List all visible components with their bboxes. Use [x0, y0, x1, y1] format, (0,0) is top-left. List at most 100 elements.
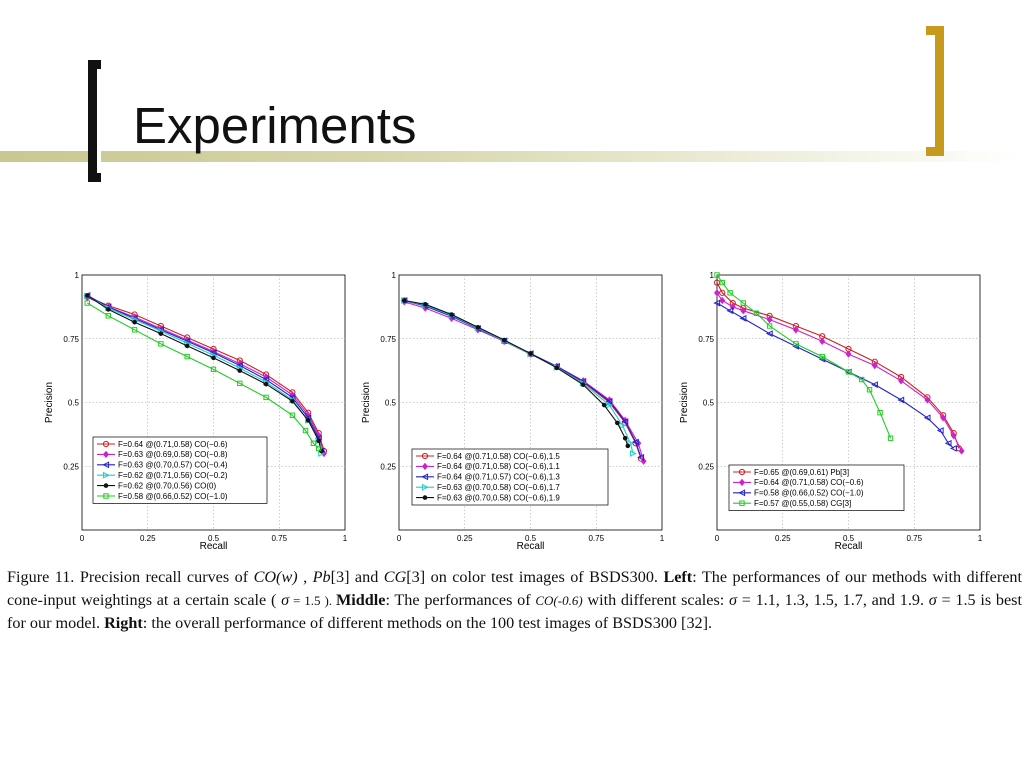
caption-co-w: CO(w): [253, 568, 298, 586]
data-point: [401, 298, 407, 303]
caption-t8: = 1.1, 1.3, 1.5, 1.7, and 1.9.: [736, 591, 929, 609]
x-tick-label: 0: [715, 534, 720, 543]
legend-swatch-marker: [738, 489, 746, 497]
data-point: [601, 402, 607, 408]
data-point: [211, 355, 216, 361]
x-tick-label: 0.5: [843, 534, 855, 543]
series-line: [716, 274, 892, 439]
caption-t2: [3] and: [330, 568, 384, 586]
legend-entry: F=0.58 @(0.66,0.52) CO(−1.0): [754, 489, 864, 498]
legend-swatch-marker: [422, 462, 428, 471]
caption-sigma-3: σ: [928, 591, 937, 609]
x-tick-label: 0.25: [775, 534, 791, 543]
data-point: [449, 312, 454, 317]
data-point: [106, 307, 111, 312]
caption-middle-label: Middle: [336, 591, 386, 609]
data-point: [580, 382, 586, 387]
x-tick-label: 0.75: [588, 534, 604, 543]
data-point: [793, 341, 799, 347]
data-point: [305, 418, 311, 423]
data-point: [877, 410, 883, 416]
chart-panel-2: 0 0.25 0.5 0.75 1 1 0.75 0.5 0.25 Recall Precision…: [361, 271, 665, 552]
data-point: [237, 380, 243, 387]
title-underline-bar: [0, 151, 1024, 162]
data-point: [627, 439, 635, 447]
data-point: [237, 368, 243, 373]
data-point: [501, 337, 507, 343]
legend-swatch-marker: [103, 450, 109, 459]
legend-swatch-marker: [103, 483, 109, 488]
caption-left-label: Left: [663, 568, 693, 586]
x-tick-label: 0.5: [208, 534, 220, 543]
data-point: [263, 381, 269, 387]
data-point: [766, 323, 773, 329]
figure-caption: Figure 11. Precision recall curves of CO…: [7, 566, 1022, 635]
data-point: [554, 365, 560, 371]
caption-t1: ,: [297, 568, 313, 586]
caption-cg: CG: [383, 568, 407, 586]
data-point: [936, 427, 944, 434]
legend-entry: F=0.64 @(0.71,0.57) CO(−0.6),1.3: [437, 473, 560, 482]
data-point: [605, 397, 613, 405]
x-axis-label: Recall: [517, 541, 545, 552]
data-point: [423, 302, 428, 307]
legend-swatch-marker: [739, 500, 745, 506]
legend-entry: F=0.65 @(0.69,0.61) Pb[3]: [754, 468, 849, 477]
data-point: [871, 381, 878, 389]
y-tick-label: 0.25: [63, 462, 79, 471]
x-axis-label: Recall: [835, 541, 863, 552]
series-line: [404, 299, 629, 447]
series-2: [714, 289, 965, 455]
legend-box: [411, 448, 609, 506]
x-tick-label: 0.5: [525, 534, 537, 543]
y-tick-label: 0.5: [68, 399, 80, 408]
data-point: [621, 418, 629, 426]
data-point: [866, 387, 873, 393]
data-point: [131, 327, 138, 333]
caption-right-label: Right: [104, 614, 143, 632]
legend-entry: F=0.63 @(0.70,0.58) CO(−0.6),1.9: [437, 493, 560, 502]
legend-swatch-marker: [738, 468, 746, 476]
series-5: [401, 298, 631, 449]
data-point: [740, 300, 746, 306]
data-point: [727, 290, 733, 296]
data-point: [132, 319, 137, 325]
data-point: [958, 447, 965, 455]
data-point: [944, 439, 952, 447]
x-tick-label: 0.25: [457, 534, 473, 543]
data-point: [714, 289, 720, 297]
legend-entry: F=0.57 @(0.55,0.58) CG[3]: [754, 499, 851, 508]
figure-charts: 0 0.25 0.5 0.75 1 1 0.75 0.5 0.25 Recall Precision…: [44, 271, 983, 552]
caption-co-neg06: CO(-0.6): [535, 593, 583, 608]
caption-t7: with different scales:: [582, 591, 729, 609]
legend-swatch-marker: [102, 471, 110, 479]
data-point: [740, 307, 747, 315]
y-axis-label: Precision: [361, 382, 372, 423]
data-point: [184, 343, 190, 349]
data-point: [819, 353, 825, 360]
data-point: [290, 398, 295, 404]
series-line: [87, 296, 325, 454]
legend-entry: F=0.62 @(0.71,0.56) CO(−0.2): [118, 471, 228, 480]
legend-entry: F=0.58 @(0.66,0.52) CO(−1.0): [118, 492, 228, 501]
y-tick-label: 1: [75, 271, 80, 280]
x-axis-label: Recall: [200, 541, 228, 552]
legend-swatch-marker: [422, 495, 428, 500]
legend-entry: F=0.62 @(0.70,0.56) CO(0): [118, 481, 217, 490]
data-point: [924, 396, 931, 404]
legend-entry: F=0.64 @(0.71,0.58) CO(−0.6),1.5: [437, 452, 560, 461]
caption-t10: : the overall performance of different m…: [142, 614, 713, 632]
caption-pb: Pb: [312, 568, 331, 586]
data-point: [629, 450, 637, 457]
y-tick-label: 0.5: [385, 399, 397, 408]
legend-swatch-marker: [102, 461, 110, 469]
data-point: [614, 420, 620, 426]
x-tick-label: 0: [397, 534, 402, 543]
data-point: [765, 330, 773, 338]
slide-title: Experiments: [133, 97, 417, 154]
data-point: [622, 435, 628, 441]
y-tick-label: 0.75: [63, 335, 79, 344]
data-point: [897, 396, 905, 404]
data-point: [845, 369, 852, 375]
legend-swatch-marker: [102, 440, 110, 448]
